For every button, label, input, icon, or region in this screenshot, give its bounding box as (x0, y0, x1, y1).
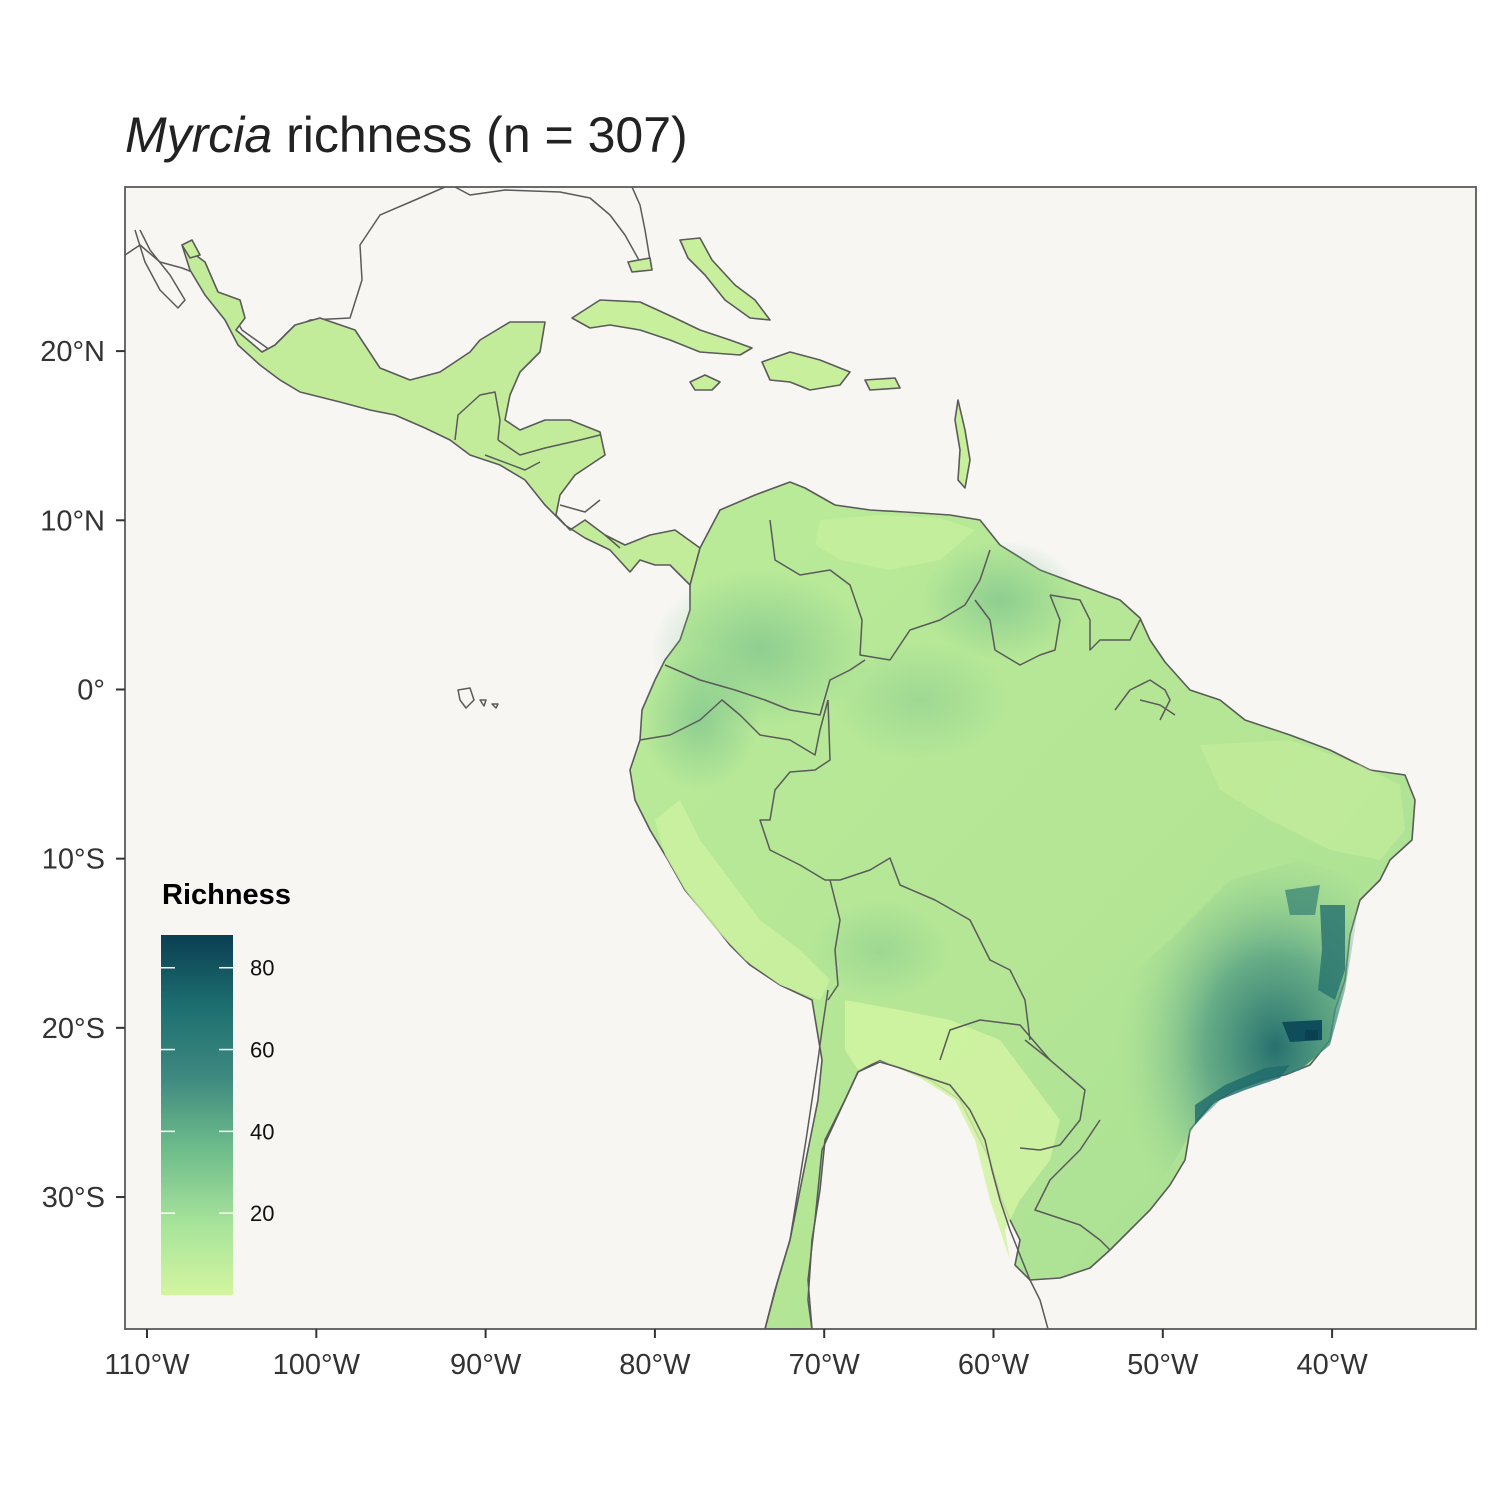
x-tick-label: 70°W (789, 1349, 861, 1381)
legend-ticks: 80 60 40 20 (161, 956, 274, 1226)
map-layers (125, 187, 1416, 1329)
chart-title-italic: Myrcia (125, 107, 272, 163)
x-tick-label: 50°W (1127, 1349, 1199, 1381)
atlantic-forest-hotspot (1095, 860, 1360, 1200)
x-tick-label: 40°W (1296, 1349, 1368, 1381)
legend-colorbar (161, 935, 233, 1295)
caribbean-islands (181, 237, 971, 489)
y-tick-label: 20°S (42, 1013, 105, 1045)
y-tick-label: 10°S (42, 844, 105, 876)
legend-label: 40 (250, 1119, 274, 1144)
galapagos-islands (457, 687, 499, 709)
y-tick-label: 0° (77, 674, 105, 706)
x-tick-label: 110°W (104, 1349, 190, 1381)
x-tick-label: 90°W (450, 1349, 522, 1381)
chart-title-rest: richness (n = 307) (272, 107, 687, 163)
chart-title: Myrcia richness (n = 307) (125, 107, 688, 163)
legend-label: 20 (250, 1201, 274, 1226)
mexico-central-america (181, 244, 701, 586)
x-axis: 110°W 100°W 90°W 80°W 70°W 60°W 50°W 40°W (104, 1329, 1368, 1381)
legend: Richness 80 60 40 20 (161, 879, 291, 1295)
southern-cone-outline (807, 1061, 1049, 1329)
panel-border (124, 186, 1477, 1330)
y-axis: 20°N 10°N 0° 10°S 20°S 30°S (40, 336, 125, 1214)
legend-label: 60 (250, 1038, 274, 1063)
x-tick-label: 60°W (958, 1349, 1030, 1381)
y-tick-label: 10°N (40, 505, 105, 537)
low-richness-areas (655, 515, 1405, 1260)
y-tick-label: 30°S (42, 1182, 105, 1214)
legend-label: 80 (250, 956, 274, 981)
moderate-richness-areas (640, 540, 1080, 1000)
x-tick-label: 100°W (273, 1349, 361, 1381)
x-tick-label: 80°W (619, 1349, 691, 1381)
andes-line (764, 989, 829, 1329)
legend-title: Richness (162, 879, 291, 911)
central-america-borders (454, 391, 621, 549)
baja-outline (134, 229, 186, 309)
y-tick-label: 20°N (40, 336, 105, 368)
south-america-borders (639, 519, 1176, 1251)
